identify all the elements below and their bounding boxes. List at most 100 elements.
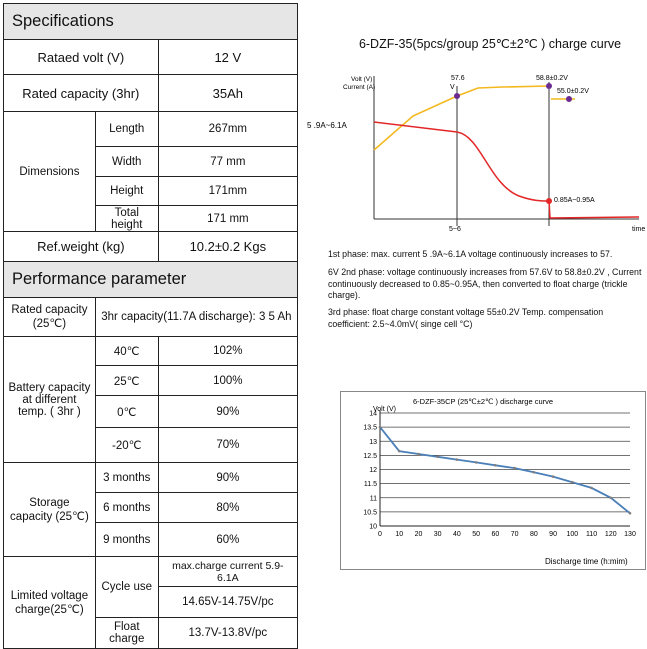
current-point-085 — [546, 198, 552, 204]
discharge-y-axis-label: Volt (V) — [373, 406, 396, 413]
discharge-data-point — [513, 466, 516, 470]
discharge-data-point — [436, 455, 439, 459]
dimension-value: 77 mm — [157, 146, 299, 177]
float-charge-value: 13.7V-13.8V/pc — [157, 617, 299, 649]
specifications-table: Specifications Rataed volt (V) 12 V Rate… — [3, 3, 299, 649]
discharge-data-point — [551, 475, 555, 478]
storage-capacity-label: Storage capacity (25℃) — [3, 462, 96, 557]
charge-curve-title: 6-DZF-35(5pcs/group 25℃±2℃ ) charge curv… — [358, 37, 622, 51]
discharge-x-tick-label: 60 — [491, 531, 499, 538]
cycle-use-value: max.charge current 5.9-6.1A — [157, 556, 299, 587]
discharge-y-tick-label: 13 — [369, 439, 377, 446]
temp-value: 70% — [157, 427, 299, 463]
discharge-x-tick-label: 20 — [415, 531, 423, 538]
weight-value: 10.2±0.2 Kgs — [157, 231, 299, 262]
discharge-data-point — [455, 458, 459, 461]
dimension-label: Width — [94, 146, 159, 177]
voltage-point-576 — [454, 93, 460, 99]
discharge-data-point — [571, 480, 574, 484]
discharge-y-tick-label: 10 — [369, 524, 377, 531]
label-57-6-v: V — [450, 84, 455, 91]
phase-3-text: 3rd phase: float charge constant voltage… — [328, 307, 604, 329]
axis-label-current: Current (A) — [343, 84, 375, 91]
performance-header: Performance parameter — [3, 261, 298, 298]
discharge-data-point — [378, 425, 382, 429]
discharge-x-tick-label: 100 — [566, 531, 578, 538]
discharge-x-tick-label: 10 — [395, 531, 403, 538]
current-curve — [373, 121, 550, 202]
discharge-x-tick-label: 0 — [378, 531, 382, 538]
temp-label: 25℃ — [94, 365, 159, 396]
temp-value: 102% — [157, 336, 299, 366]
discharge-x-tick-label: 80 — [530, 531, 538, 538]
dimension-value: 267mm — [157, 111, 299, 147]
voltage-point-588 — [546, 83, 552, 89]
discharge-x-tick-label: 110 — [586, 531, 597, 538]
storage-value: 60% — [157, 522, 299, 557]
discharge-data-point — [494, 464, 497, 467]
storage-period: 3 months — [94, 462, 159, 493]
dimension-label: Length — [94, 111, 159, 147]
discharge-x-axis-label: Discharge time (h:mim) — [545, 557, 628, 566]
rated-capacity-label: Rated capacity (3hr) — [3, 74, 159, 112]
discharge-x-tick-label: 90 — [549, 531, 557, 538]
dimensions-label: Dimensions — [3, 111, 96, 232]
voltage-point-550 — [566, 96, 572, 102]
storage-value: 90% — [157, 462, 299, 493]
battery-capacity-label: Battery capacity at different temp. ( 3h… — [3, 336, 96, 463]
discharge-data-point — [417, 452, 420, 456]
discharge-x-tick-label: 50 — [472, 531, 480, 538]
discharge-chart-border — [340, 391, 646, 570]
voltage-curve — [373, 85, 550, 151]
rated-capacity-value: 35Ah — [157, 74, 299, 112]
discharge-y-tick-label: 13.5 — [363, 425, 377, 432]
rated-volt-value: 12 V — [157, 39, 299, 75]
discharge-x-tick-label: 30 — [434, 531, 442, 538]
discharge-y-tick-label: 14 — [369, 411, 377, 418]
discharge-x-tick-label: 130 — [624, 531, 636, 538]
discharge-y-tick-label: 10.5 — [363, 509, 377, 516]
float-current-line — [548, 200, 640, 219]
storage-value: 80% — [157, 492, 299, 523]
dimension-value: 171mm — [157, 176, 299, 206]
specifications-header: Specifications — [3, 3, 298, 40]
phase-1-text: 1st phase: max. current 5 .9A~6.1A volta… — [328, 249, 613, 259]
discharge-x-tick-label: 40 — [453, 531, 461, 538]
temp-label: 0℃ — [94, 395, 159, 428]
rated-capacity-25-value: 3hr capacity(11.7A discharge): 3 5 Ah — [94, 297, 299, 337]
discharge-x-tick-label: 120 — [605, 531, 617, 538]
discharge-data-point — [474, 461, 478, 464]
discharge-x-tick-label: 70 — [511, 531, 519, 538]
label-58-8: 58.8±0.2V — [536, 75, 568, 82]
discharge-chart-title: 6-DZF-35CP (25℃±2℃ ) discharge curve — [413, 397, 553, 406]
dimension-label: Height — [94, 176, 159, 206]
rated-volt-label: Rataed volt (V) — [3, 39, 159, 75]
cycle-use-value: 14.65V-14.75V/pc — [157, 586, 299, 618]
label-55-0: 55.0±0.2V — [557, 88, 589, 95]
weight-label: Ref.weight (kg) — [3, 231, 159, 262]
temp-value: 100% — [157, 365, 299, 396]
storage-period: 9 months — [94, 522, 159, 557]
dimension-value: 171 mm — [157, 205, 299, 232]
discharge-y-tick-label: 12 — [369, 467, 377, 474]
label-0-85: 0.85A~0.95A — [554, 197, 595, 204]
float-charge-label: Float charge — [94, 617, 159, 649]
label-57-6: 57.6 — [451, 75, 465, 82]
charge-curve-chart: Volt (V) Current (A) 5 .9A~6.1A 57.6 V 5… — [307, 75, 645, 233]
temp-label: -20℃ — [94, 427, 159, 463]
limited-voltage-label: Limited voltage charge(25℃) — [3, 556, 96, 649]
label-5-6: 5~6 — [449, 226, 461, 233]
discharge-data-point — [628, 512, 632, 515]
discharge-y-tick-label: 11 — [370, 495, 377, 502]
current-range-label: 5 .9A~6.1A — [307, 121, 347, 130]
temp-label: 40℃ — [94, 336, 159, 366]
rated-capacity-25-label: Rated capacity (25℃) — [3, 297, 96, 337]
phase-2-text: 6V 2nd phase: voltage continuously incre… — [328, 267, 642, 300]
dimension-label: Total height — [94, 205, 159, 232]
storage-period: 6 months — [94, 492, 159, 523]
discharge-curve-chart: 6-DZF-35CP (25℃±2℃ ) discharge curve Vol… — [340, 391, 646, 570]
discharge-y-tick-label: 11.5 — [364, 481, 377, 488]
discharge-series-line — [379, 426, 631, 515]
discharge-data-point — [532, 471, 536, 474]
discharge-data-point — [609, 496, 613, 500]
